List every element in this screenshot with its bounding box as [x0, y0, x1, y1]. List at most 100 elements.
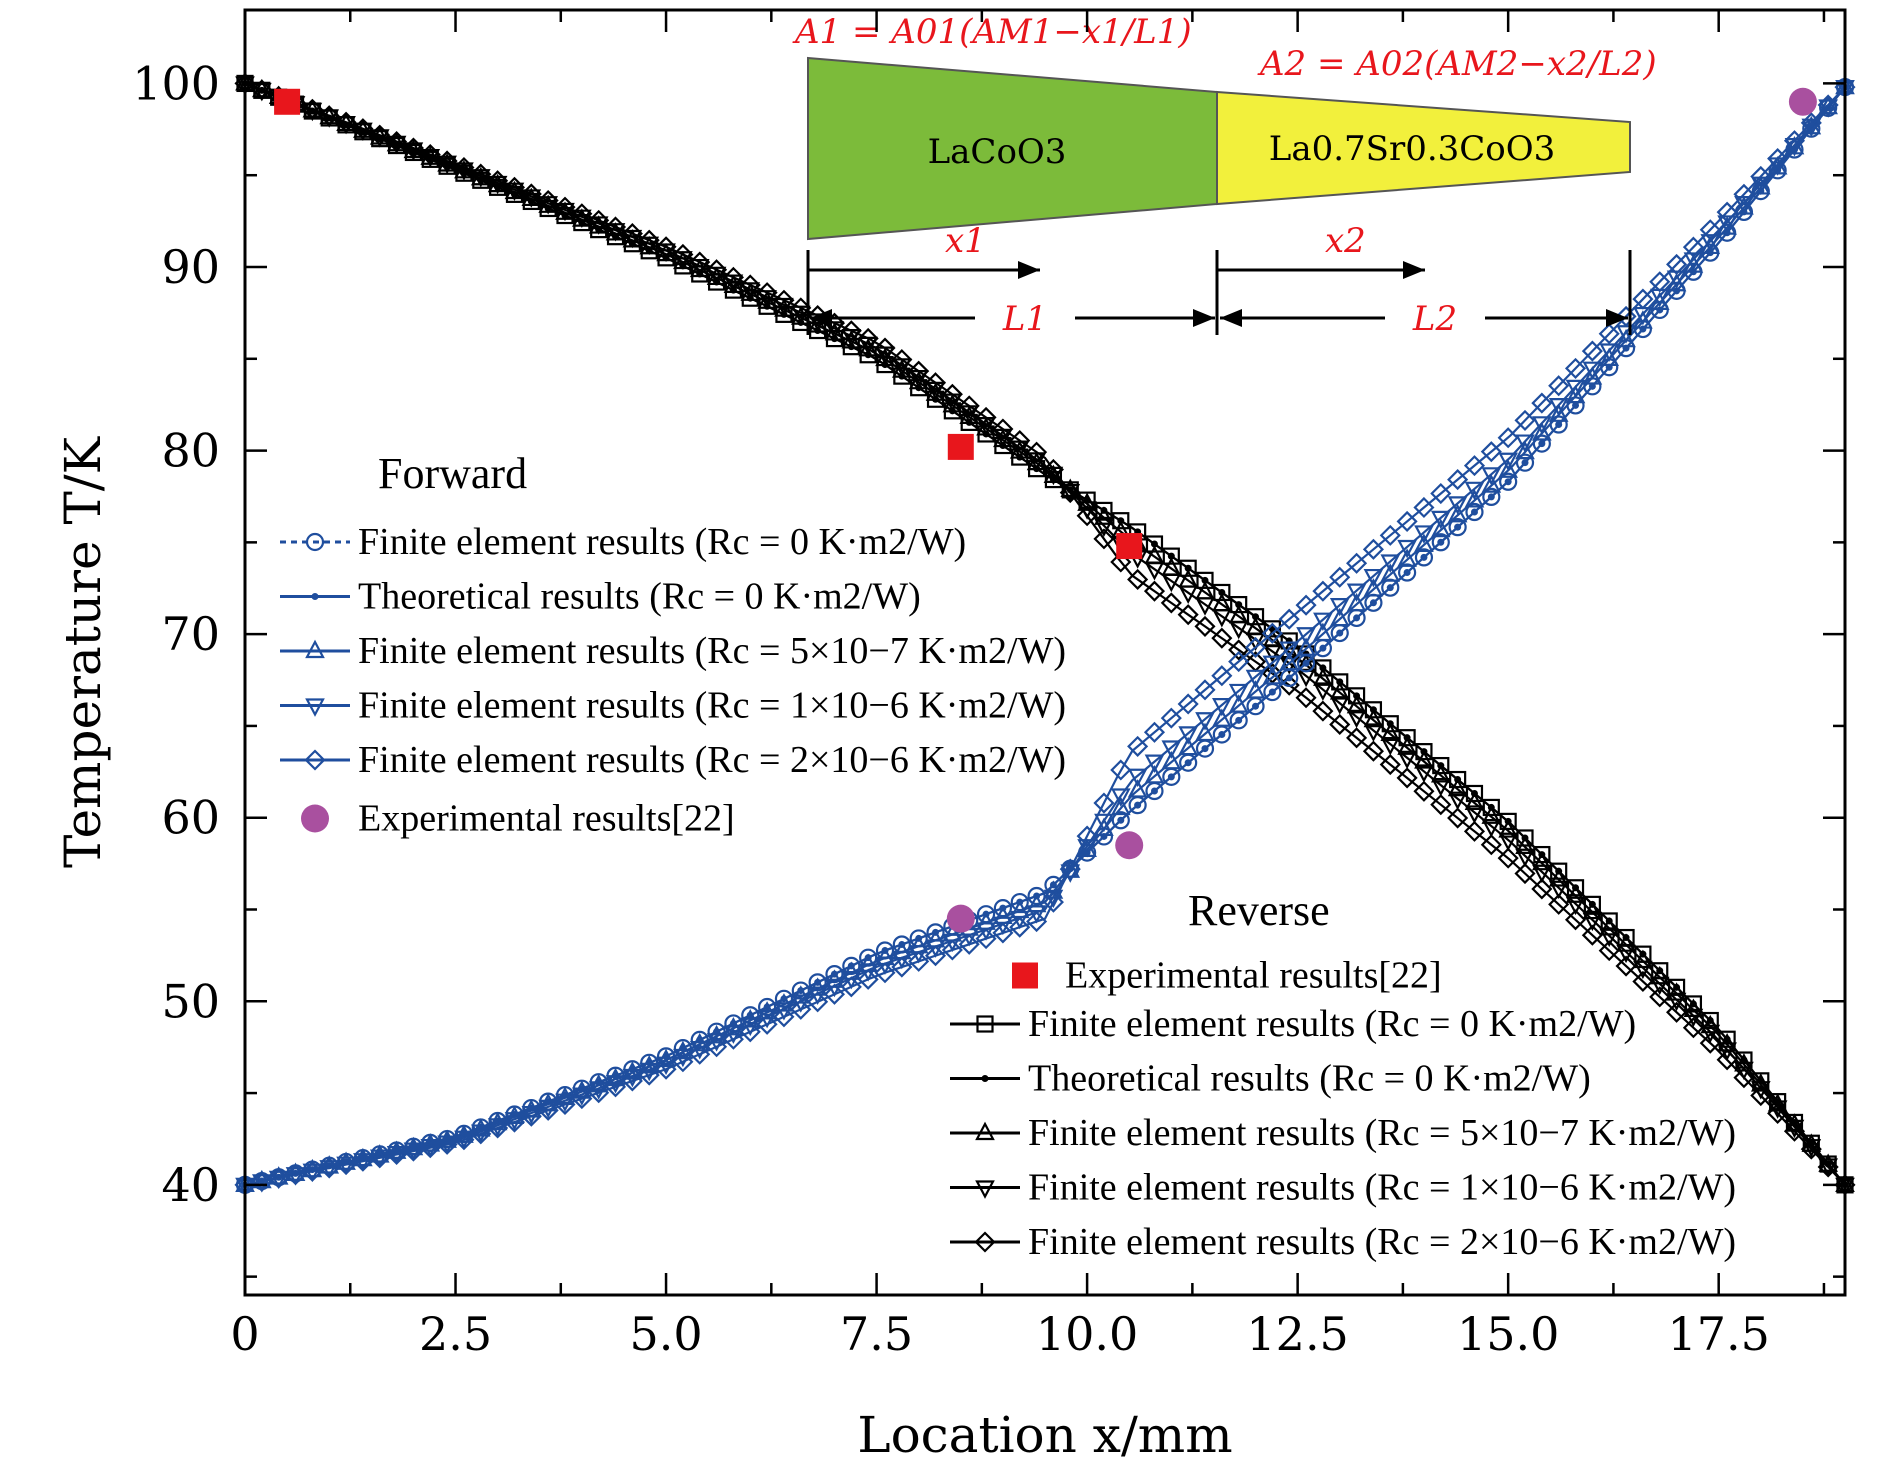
reverse-point	[941, 383, 963, 405]
reverse-point	[1464, 791, 1485, 811]
forward-point	[605, 1067, 626, 1087]
reverse-point	[1430, 764, 1451, 783]
reverse-point	[1499, 812, 1517, 830]
reverse-point	[1026, 441, 1048, 463]
reverse-point	[1582, 912, 1603, 932]
reverse-point	[1178, 569, 1198, 588]
forward-point	[284, 1164, 307, 1186]
reverse-point	[1397, 736, 1417, 755]
forward-point	[1195, 722, 1215, 742]
reverse-point	[858, 337, 878, 357]
forward-point	[840, 976, 862, 998]
forward-legend-entry: Finite element results (Rc = 2×10−6 K·m2…	[358, 739, 1066, 781]
forward-point	[470, 1123, 492, 1145]
forward-point	[1700, 234, 1721, 253]
forward-point	[1414, 533, 1434, 553]
forward-legend-entry: Finite element results (Rc = 0 K·m2/W)	[358, 521, 966, 563]
reverse-point	[1430, 794, 1452, 816]
reverse-point	[1329, 696, 1350, 715]
reverse-point	[520, 183, 542, 205]
reverse-point	[1228, 620, 1249, 640]
x-tick-label: 7.5	[840, 1307, 913, 1361]
forward-experimental-points	[946, 87, 1817, 933]
l1-arrow-left-head	[810, 309, 832, 327]
reverse-point	[301, 98, 323, 120]
forward-point	[1403, 569, 1411, 577]
forward-point	[1548, 375, 1570, 397]
reverse-point	[1482, 798, 1500, 817]
reverse-point	[1699, 1032, 1721, 1054]
x-tick-label: 17.5	[1667, 1307, 1769, 1361]
forward-point	[892, 950, 912, 970]
reverse-point	[1396, 767, 1418, 789]
reverse-point	[1548, 893, 1570, 915]
reverse-point	[1144, 562, 1165, 581]
reverse-point	[1817, 1156, 1839, 1178]
forward-point	[588, 1073, 609, 1093]
forward-point	[1177, 693, 1199, 715]
reverse-point	[1312, 700, 1334, 722]
reverse-point	[908, 360, 930, 382]
forward-point	[1633, 310, 1653, 329]
forward-point	[958, 933, 980, 955]
reverse-point	[840, 320, 862, 342]
x-tick-label: 5.0	[629, 1307, 702, 1361]
forward-point	[1396, 510, 1418, 532]
forward-point	[1077, 839, 1097, 858]
forward-point	[1363, 578, 1384, 597]
forward-point	[638, 1064, 660, 1086]
forward-point	[807, 986, 828, 1005]
forward-point	[1059, 858, 1081, 880]
reverse-point	[1548, 868, 1569, 887]
forward-point	[1296, 637, 1316, 656]
lasrcoo3-segment	[1216, 90, 1631, 206]
forward-point	[1768, 161, 1787, 180]
reverse-point	[1599, 928, 1620, 948]
reverse-point	[1346, 709, 1367, 729]
reverse-point	[1379, 753, 1401, 776]
forward-point	[1026, 905, 1047, 924]
reverse-point	[1750, 1084, 1772, 1107]
forward-legend: Forward Finite element results (Rc = 0 K·…	[280, 449, 1066, 840]
forward-point	[301, 1160, 323, 1182]
reverse-point	[1144, 545, 1165, 564]
forward-point	[1144, 754, 1165, 773]
axes: 0 2.5 5.0 7.5 10.0 12.5 15.0 17.5 40 50 60 70 80 90 10…	[54, 8, 1847, 1464]
forward-point	[1160, 707, 1182, 729]
forward-point	[1144, 764, 1165, 784]
forward-point	[571, 1088, 593, 1110]
forward-point	[1565, 379, 1586, 399]
forward-point	[1117, 816, 1125, 824]
forward-point	[1717, 215, 1737, 234]
reverse-point	[1313, 667, 1333, 686]
reverse-point	[1380, 722, 1401, 742]
reverse-point	[1514, 862, 1536, 885]
y-tick-label: 90	[161, 240, 220, 294]
forward-point	[1420, 553, 1428, 561]
reverse-point	[1532, 851, 1552, 871]
forward-point	[1481, 474, 1502, 493]
forward-point	[1666, 270, 1687, 289]
forward-series-4	[234, 76, 1856, 1196]
forward-point	[1683, 252, 1704, 271]
reverse-point	[1582, 900, 1603, 920]
reverse-point	[437, 155, 457, 175]
x-tick-label: 15.0	[1457, 1307, 1559, 1361]
forward-point	[1397, 539, 1417, 559]
forward-point	[824, 978, 845, 998]
reverse-point	[1464, 805, 1485, 824]
forward-point	[1514, 409, 1536, 431]
forward-point	[1295, 594, 1317, 616]
reverse-point	[1143, 580, 1166, 602]
forward-point	[1228, 651, 1250, 673]
reverse-point	[1733, 1067, 1755, 1089]
forward-legend-marker	[305, 698, 325, 717]
reverse-point	[1717, 1042, 1737, 1061]
reverse-point	[1701, 1011, 1719, 1030]
reverse-point	[352, 118, 374, 140]
forward-point	[1447, 496, 1468, 515]
forward-point	[1598, 323, 1620, 345]
forward-point	[655, 1058, 677, 1080]
forward-point	[1184, 759, 1192, 767]
forward-point	[1212, 708, 1232, 727]
